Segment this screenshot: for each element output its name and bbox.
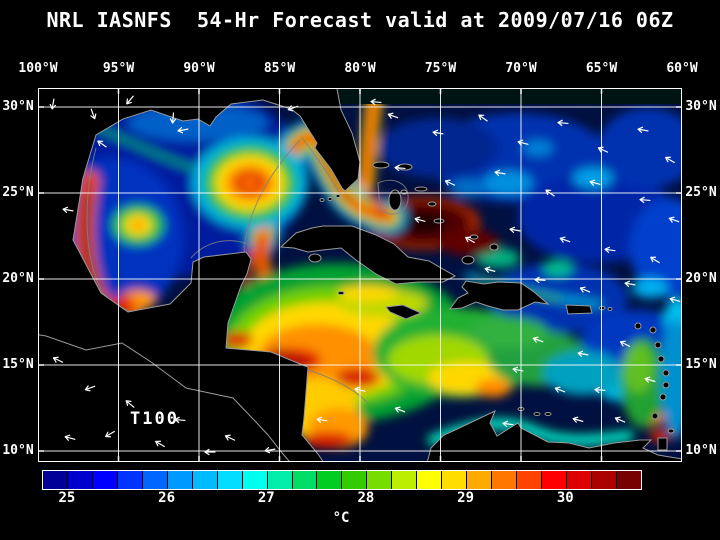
lat-tick-label: 10°N — [2, 443, 34, 458]
colorbar-segment — [267, 471, 292, 489]
page-title: NRL IASNFS 54-Hr Forecast valid at 2009/… — [46, 8, 674, 32]
colorbar-segment — [317, 471, 342, 489]
wind-vector-arrows — [49, 95, 681, 456]
colorbar-segment — [167, 471, 192, 489]
lon-tick-label: 90°W — [183, 61, 215, 76]
lon-tick-label: 60°W — [666, 61, 698, 76]
colorbar-segments — [42, 470, 642, 490]
colorbar-segment — [43, 471, 67, 489]
lat-tick-label: 25°N — [685, 185, 717, 200]
lon-tick-label: 70°W — [505, 61, 537, 76]
lon-tick-label: 80°W — [344, 61, 376, 76]
colorbar-tick-label: 25 — [58, 490, 76, 506]
lon-tick-label: 85°W — [263, 61, 296, 76]
colorbar-segment — [467, 471, 492, 489]
lon-tick-label: 95°W — [102, 61, 135, 76]
colorbar-segment — [192, 471, 217, 489]
lon-tick-label: 100°W — [18, 61, 58, 76]
lat-tick-label: 15°N — [685, 357, 717, 372]
colorbar-segment — [616, 471, 641, 489]
colorbar-segment — [417, 471, 442, 489]
lat-tick-label: 25°N — [2, 185, 34, 200]
colorbar-segment — [367, 471, 392, 489]
colorbar-segment — [542, 471, 567, 489]
model-boundary-band — [322, 88, 682, 104]
colorbar-segment — [492, 471, 517, 489]
colorbar-segment — [67, 471, 92, 489]
map-plot: T100 — [38, 88, 682, 462]
colorbar-segment — [142, 471, 167, 489]
colorbar-segment — [242, 471, 267, 489]
colorbar-segment — [442, 471, 467, 489]
colorbar-tick-label: 27 — [257, 490, 275, 506]
colorbar-tick-label: 26 — [158, 490, 175, 506]
colorbar-tick-label: 29 — [457, 490, 474, 506]
colorbar-segment — [342, 471, 367, 489]
lat-tick-label: 10°N — [685, 443, 717, 458]
lat-tick-label: 15°N — [2, 357, 34, 372]
colorbar-segment — [92, 471, 117, 489]
colorbar-segment — [591, 471, 616, 489]
colorbar-tick-label: 28 — [357, 490, 375, 506]
colorbar-tick-label: 30 — [556, 490, 574, 506]
colorbar-unit-label: °C — [332, 510, 350, 526]
colorbar-segment — [217, 471, 242, 489]
colorbar-segment — [392, 471, 417, 489]
colorbar-segment — [567, 471, 591, 489]
lon-tick-label: 75°W — [424, 61, 457, 76]
lat-tick-label: 30°N — [2, 99, 34, 114]
colorbar-segment — [117, 471, 142, 489]
map-annotation: T100 — [130, 409, 179, 429]
lat-tick-label: 20°N — [2, 271, 34, 286]
colorbar-segment — [292, 471, 317, 489]
colorbar-segment — [517, 471, 542, 489]
temperature-field-layer — [38, 88, 682, 448]
lat-tick-label: 30°N — [685, 99, 717, 114]
lon-tick-label: 65°W — [585, 61, 618, 76]
map-frame — [38, 88, 682, 462]
lat-tick-label: 20°N — [685, 271, 717, 286]
